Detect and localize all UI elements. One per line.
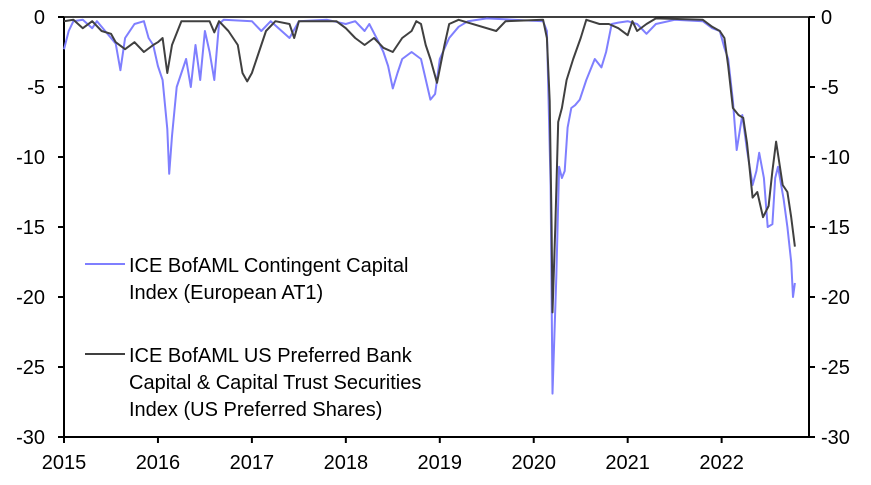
x-tick-label: 2016 (136, 452, 181, 474)
y-tick-label-right: -25 (821, 357, 850, 379)
y-tick-label-right: 0 (821, 7, 832, 29)
legend-label-1: ICE BofAML US Preferred Bank (129, 345, 413, 367)
y-tick-label-left: -30 (16, 427, 45, 449)
y-tick-label-right: -20 (821, 287, 850, 309)
series-lines (63, 17, 796, 395)
legend-label-0: ICE BofAML Contingent Capital (129, 255, 408, 277)
x-tick-label: 2018 (324, 452, 369, 474)
series-line-1 (63, 17, 796, 314)
y-tick-label-left: -20 (16, 287, 45, 309)
y-tick-label-right: -5 (821, 77, 839, 99)
x-tick-label: 2019 (418, 452, 463, 474)
y-tick-label-left: -25 (16, 357, 45, 379)
y-tick-label-left: -15 (16, 217, 45, 239)
y-tick-label-right: -30 (821, 427, 850, 449)
x-tick-label: 2017 (230, 452, 275, 474)
legend: ICE BofAML Contingent Capital Index (Euro… (85, 255, 421, 421)
x-tick-label: 2022 (699, 452, 744, 474)
y-tick-label-left: -10 (16, 147, 45, 169)
x-tick-label: 2020 (511, 452, 556, 474)
legend-label-0: Index (European AT1) (129, 282, 323, 304)
legend-label-1: Index (US Preferred Shares) (129, 399, 382, 421)
y-tick-label-left: 0 (34, 7, 45, 29)
y-tick-label-left: -5 (27, 77, 45, 99)
x-tick-label: 2021 (605, 452, 650, 474)
legend-label-1: Capital & Capital Trust Securities (129, 372, 421, 394)
x-tick-label: 2015 (42, 452, 87, 474)
series-line-0 (63, 17, 796, 395)
y-tick-label-right: -15 (821, 217, 850, 239)
axes: 0 -5 -10 -15 -20 -25 -30 0 -5 -10 -15 -20 -25 -30 2015… (16, 7, 850, 474)
y-tick-label-right: -10 (821, 147, 850, 169)
